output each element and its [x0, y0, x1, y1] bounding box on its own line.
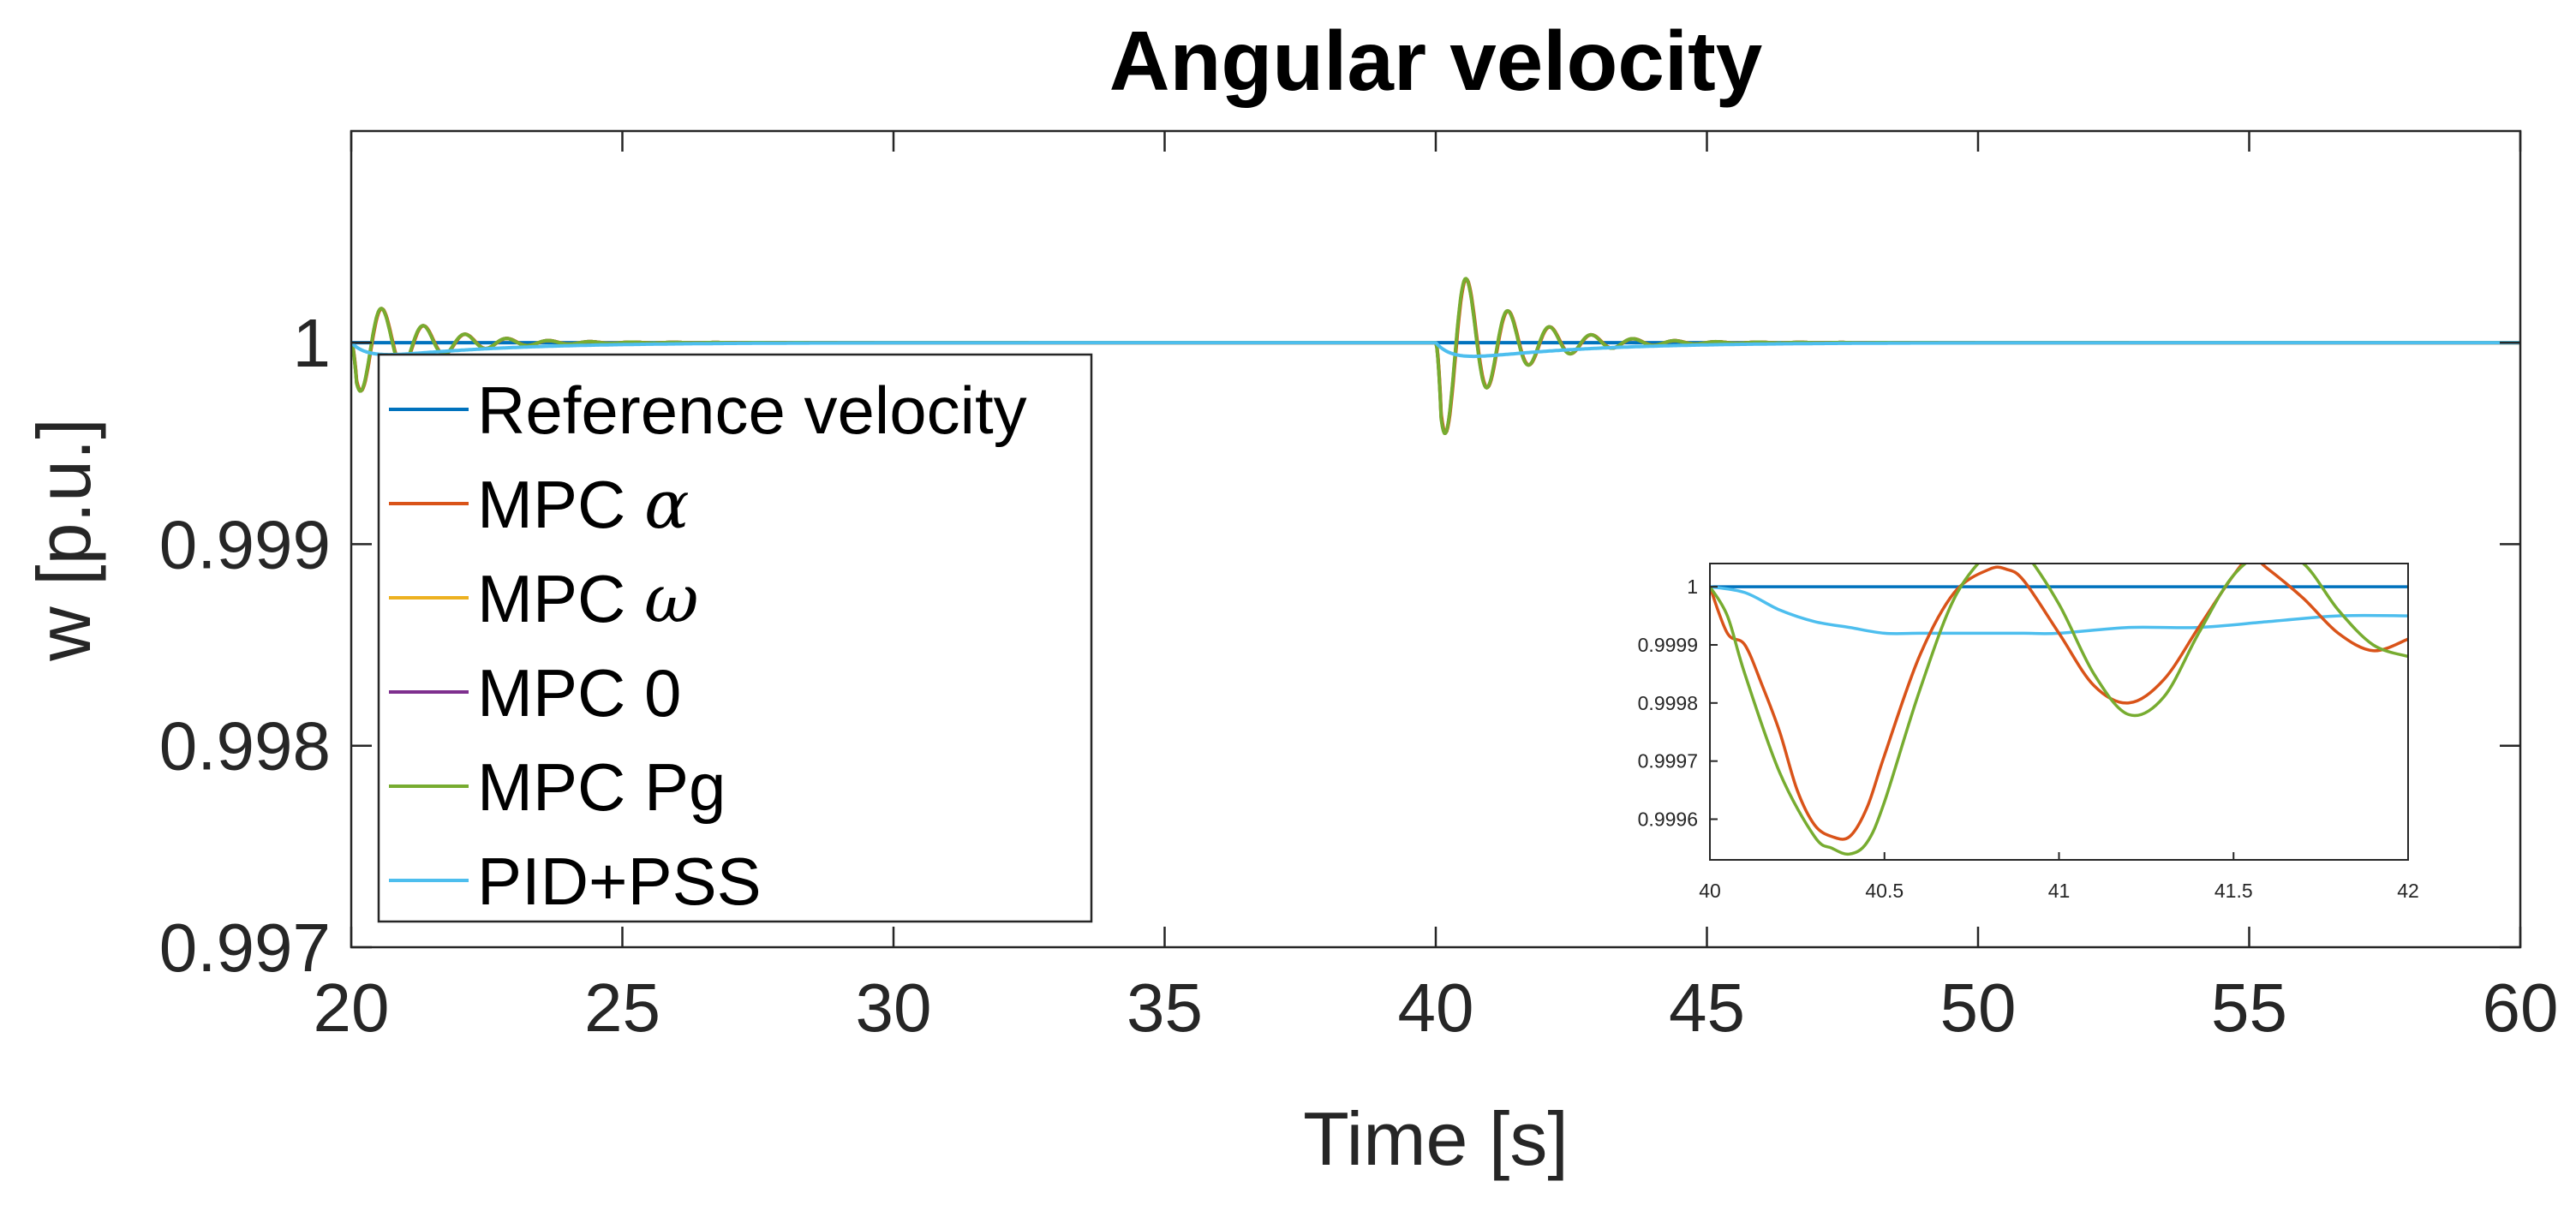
inset-x-tick-label: 40.5	[1865, 880, 1904, 902]
y-tick-label: 1	[293, 305, 332, 381]
y-tick-label: 0.997	[159, 910, 331, 986]
inset-y-tick-label: 0.9998	[1638, 692, 1698, 714]
legend-box	[377, 353, 1093, 923]
inset-plot: 40 40.5 41 41.5 42 0.9996 0.9997 0.9998 0.9999 1	[1638, 563, 2419, 902]
legend-label-zero: MPC 0	[477, 655, 681, 731]
main-series-group	[351, 277, 2520, 435]
x-tick-label: 50	[1940, 969, 2017, 1046]
y-tick-label: 0.998	[159, 708, 331, 784]
x-tick-label: 20	[314, 969, 390, 1046]
x-tick-label: 35	[1127, 969, 1203, 1046]
inset-series-group	[1710, 564, 2408, 856]
x-tick-label: 45	[1669, 969, 1745, 1046]
x-tick-label: 40	[1398, 969, 1474, 1046]
legend: Reference velocity MPC α MPC ω MPC 0 MPC Pg P…	[377, 353, 1093, 923]
y-tick-label: 0.999	[159, 506, 331, 582]
inset-line-pid	[1710, 585, 2408, 635]
inset-y-tick-label: 0.9997	[1638, 750, 1698, 773]
inset-plot-area	[1710, 564, 2408, 860]
legend-label-alpha: MPC α	[477, 467, 690, 544]
inset-y-tick-label: 1	[1687, 576, 1698, 598]
inset-x-tick-label: 41	[2048, 880, 2071, 902]
main-ticks-group: 20 25 30 35 40 45 50 55 60 0.997 0.998 0.999 1	[159, 131, 2559, 1046]
inset-x-tick-label: 41.5	[2214, 880, 2253, 902]
x-tick-label: 55	[2211, 969, 2287, 1046]
x-tick-label: 60	[2483, 969, 2559, 1046]
legend-label-ref: Reference velocity	[477, 373, 1027, 448]
legend-symbol-alpha: α	[644, 467, 690, 544]
main-line-pid	[351, 341, 2520, 359]
inset-x-tick-label: 42	[2397, 880, 2419, 902]
inset-line-pg	[1710, 564, 2408, 856]
legend-symbol-omega: ω	[644, 561, 699, 638]
x-axis-label: Time [s]	[1303, 1096, 1569, 1181]
inset-line-alpha	[1710, 564, 2408, 841]
legend-label-pid: PID+PSS	[477, 844, 762, 919]
chart-title: Angular velocity	[1109, 14, 1762, 108]
inset-y-tick-label: 0.9996	[1638, 808, 1698, 831]
x-tick-label: 30	[856, 969, 932, 1046]
x-tick-label: 25	[584, 969, 660, 1046]
y-axis-label: w [p.u.]	[21, 418, 106, 662]
legend-label-pg: MPC Pg	[477, 749, 726, 825]
legend-label-omega: MPC ω	[477, 561, 699, 638]
inset-y-tick-label: 0.9999	[1638, 634, 1698, 656]
inset-x-tick-label: 40	[1699, 880, 1721, 902]
